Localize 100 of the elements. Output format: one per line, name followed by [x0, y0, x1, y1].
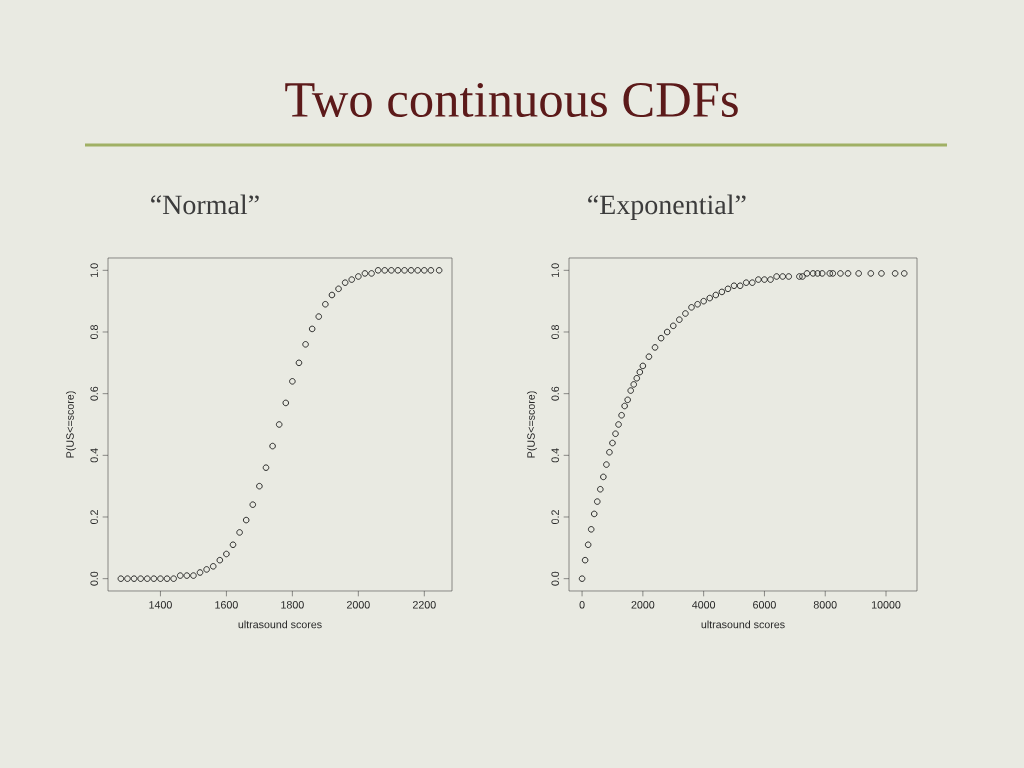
y-tick-label: 0.0 [90, 571, 98, 586]
point [891, 270, 899, 277]
point [328, 291, 336, 299]
point [177, 572, 184, 579]
x-tick-label: 2200 [412, 601, 436, 609]
y-tick-label: 0.6 [90, 386, 98, 401]
point [130, 575, 138, 582]
point [216, 556, 224, 564]
point [736, 282, 744, 289]
point [615, 421, 622, 428]
point [609, 439, 616, 447]
point [706, 294, 713, 302]
point [621, 402, 628, 410]
point [124, 575, 131, 582]
text: Two continuous CDFs [285, 82, 738, 118]
point [785, 273, 792, 280]
point [163, 575, 171, 582]
point [606, 449, 613, 456]
point [203, 566, 210, 573]
chart-title: “Exponential” [588, 194, 746, 220]
x-tick-label: 6000 [753, 601, 776, 609]
point [243, 516, 250, 524]
point [581, 556, 589, 564]
y-tick-label: 1.0 [90, 263, 98, 277]
point [755, 276, 762, 283]
point [814, 270, 821, 277]
point [196, 569, 204, 576]
point [603, 461, 610, 468]
point [170, 575, 177, 582]
point [901, 270, 908, 277]
point [368, 270, 375, 277]
chart-title: “Normal” [151, 194, 259, 215]
point [724, 285, 732, 293]
point [315, 313, 322, 320]
x-tick-label: 1400 [149, 601, 172, 609]
point [229, 541, 237, 548]
point [335, 285, 342, 293]
point [803, 270, 811, 277]
point [718, 288, 726, 296]
point [700, 297, 707, 305]
point [636, 368, 644, 376]
point [117, 575, 125, 582]
point [322, 301, 329, 308]
point [394, 267, 402, 274]
y-tick-label: 0.2 [551, 510, 559, 524]
point [657, 334, 665, 342]
point [427, 267, 435, 274]
point [588, 526, 595, 533]
point [435, 267, 443, 274]
point [157, 575, 164, 582]
point [144, 575, 151, 582]
y-tick-label: 0.0 [551, 571, 559, 586]
y-tick-label: 0.4 [90, 448, 98, 463]
point [618, 412, 625, 419]
point [256, 482, 263, 490]
y-axis-title: P(US<=score) [526, 391, 537, 458]
point [837, 270, 844, 277]
point [633, 375, 640, 382]
point [761, 276, 768, 283]
point [809, 270, 817, 277]
point [361, 270, 369, 277]
point [223, 550, 230, 558]
point [663, 328, 671, 336]
point [855, 270, 862, 277]
x-axis-title: ultrasound scores [238, 620, 322, 629]
point [183, 572, 191, 579]
point [262, 464, 270, 471]
point [414, 267, 421, 274]
y-tick-label: 0.8 [90, 325, 98, 339]
point [670, 322, 677, 330]
point [773, 273, 780, 280]
y-tick-label: 0.8 [551, 325, 559, 339]
x-tick-label: 4000 [692, 601, 716, 609]
point [150, 575, 158, 582]
point [639, 362, 647, 370]
point [584, 541, 592, 548]
point [867, 270, 875, 277]
point [295, 359, 303, 367]
point [694, 301, 701, 308]
point [355, 273, 362, 280]
point [682, 310, 689, 317]
point [730, 282, 738, 289]
y-axis-title: P(US<=score) [65, 391, 76, 458]
point [627, 387, 634, 394]
x-axis-title: ultrasound scores [701, 620, 785, 629]
point [282, 399, 289, 407]
point [591, 510, 598, 518]
point [844, 270, 852, 277]
point [829, 270, 837, 277]
point [624, 396, 631, 404]
point [137, 575, 144, 582]
point [743, 279, 750, 286]
point [348, 276, 355, 283]
point [818, 270, 826, 277]
point [190, 572, 197, 579]
point [600, 473, 607, 481]
point [878, 270, 885, 277]
y-tick-label: 0.4 [551, 448, 559, 463]
point [796, 273, 803, 280]
point [630, 381, 637, 388]
